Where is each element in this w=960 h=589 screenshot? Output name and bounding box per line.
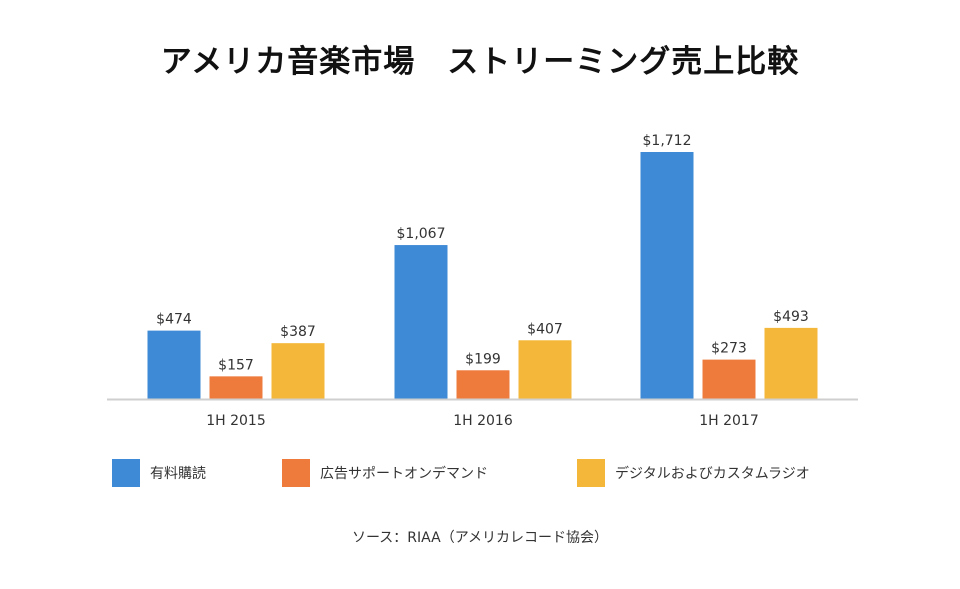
data-label-series1-cat2: $273 bbox=[711, 341, 747, 357]
legend-item-paid-subscription: 有料購読 bbox=[112, 458, 206, 488]
legend: 有料購読 広告サポートオンデマンド デジタルおよびカスタムラジオ bbox=[0, 458, 960, 488]
legend-swatch-digital-radio bbox=[577, 459, 605, 487]
data-label-series1-cat1: $199 bbox=[465, 351, 501, 367]
data-label-series2-cat0: $387 bbox=[280, 324, 316, 340]
legend-label-ad-supported: 広告サポートオンデマンド bbox=[320, 466, 488, 482]
bar-series2-cat1 bbox=[518, 340, 572, 399]
legend-label-paid-subscription: 有料購読 bbox=[150, 466, 206, 482]
data-label-series0-cat0: $474 bbox=[156, 312, 192, 328]
bar-series0-cat1 bbox=[394, 245, 448, 399]
legend-swatch-paid-subscription bbox=[112, 459, 140, 487]
bar-series2-cat0 bbox=[271, 343, 325, 399]
chart-title: アメリカ音楽市場 ストリーミング売上比較 bbox=[160, 44, 800, 80]
bar-series0-cat2 bbox=[640, 152, 694, 399]
data-label-series0-cat1: $1,067 bbox=[397, 226, 446, 242]
bar-series1-cat0 bbox=[209, 376, 263, 399]
bar-series0-cat0 bbox=[147, 330, 201, 399]
data-label-series1-cat0: $157 bbox=[218, 357, 254, 373]
bar-series2-cat2 bbox=[764, 327, 818, 399]
x-tick-label-0: 1H 2015 bbox=[206, 413, 266, 429]
data-label-series2-cat1: $407 bbox=[527, 321, 563, 337]
x-tick-label-1: 1H 2016 bbox=[453, 413, 513, 429]
legend-item-ad-supported: 広告サポートオンデマンド bbox=[282, 458, 488, 488]
legend-swatch-ad-supported bbox=[282, 459, 310, 487]
legend-label-digital-radio: デジタルおよびカスタムラジオ bbox=[615, 466, 810, 482]
x-tick-label-2: 1H 2017 bbox=[699, 413, 759, 429]
bar-series1-cat2 bbox=[702, 359, 756, 399]
bar-series1-cat1 bbox=[456, 370, 510, 399]
data-label-series0-cat2: $1,712 bbox=[643, 133, 692, 149]
source-note: ソース：RIAA（アメリカレコード協会） bbox=[352, 530, 608, 546]
data-label-series2-cat2: $493 bbox=[773, 309, 809, 325]
legend-item-digital-radio: デジタルおよびカスタムラジオ bbox=[577, 458, 810, 488]
